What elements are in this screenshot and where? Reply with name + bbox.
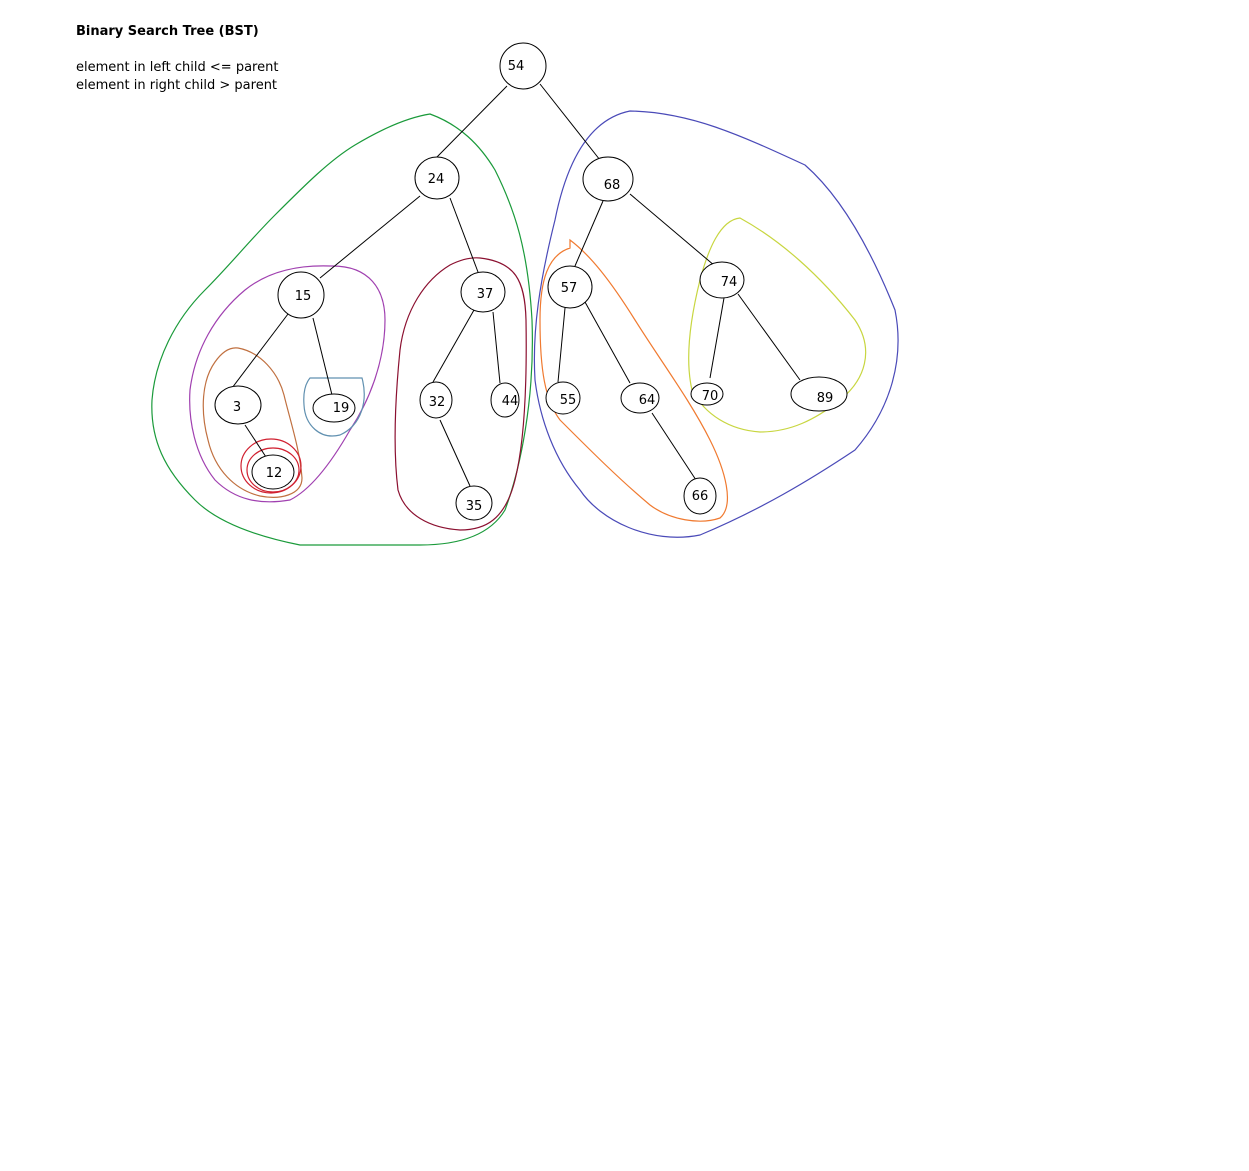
node-label-32: 32: [429, 395, 446, 410]
node-label-55: 55: [560, 393, 577, 408]
edge-68-74: [629, 193, 716, 267]
rule-left-child: element in left child <= parent: [76, 60, 279, 75]
node-37: [460, 271, 506, 313]
node-15: [277, 271, 325, 319]
node-label-19: 19: [333, 401, 350, 416]
node-12: [251, 454, 295, 490]
node-label-89: 89: [817, 391, 834, 406]
node-label-37: 37: [477, 287, 494, 302]
diagram-title: Binary Search Tree (BST): [76, 24, 259, 39]
node-label-68: 68: [604, 178, 621, 193]
node-57: [547, 265, 593, 309]
edge-57-64: [584, 301, 631, 384]
node-32: [419, 381, 453, 419]
node-label-74: 74: [721, 275, 738, 290]
node-label-3: 3: [233, 400, 241, 415]
node12-outline-inner: [246, 447, 300, 493]
edge-32-35: [439, 419, 471, 487]
left-subtree-outline: [151, 113, 533, 546]
node-70: [690, 382, 724, 406]
node-44: [490, 382, 520, 418]
node-label-64: 64: [639, 393, 656, 408]
right-subtree-outline: [533, 110, 899, 538]
node19-outline: [303, 377, 365, 437]
edge-54-24: [435, 85, 508, 159]
edge-24-15: [319, 195, 421, 279]
edge-74-89: [737, 293, 801, 381]
node-89: [790, 376, 848, 412]
node-66: [683, 477, 717, 515]
node-label-44: 44: [502, 394, 519, 409]
node-54: [499, 42, 547, 90]
edge-15-3: [231, 313, 289, 389]
node-19: [312, 393, 356, 423]
node12-outline: [240, 438, 302, 494]
node-64: [620, 382, 660, 414]
rule-right-child: element in right child > parent: [76, 78, 278, 93]
edge-15-19: [312, 317, 333, 396]
edge-74-70: [709, 297, 725, 379]
edge-64-66: [651, 412, 697, 481]
node-74: [699, 261, 745, 299]
node-label-66: 66: [692, 489, 709, 504]
node-label-57: 57: [561, 281, 578, 296]
edge-57-55: [557, 307, 566, 383]
edge-68-57: [574, 200, 604, 267]
edge-3-12: [244, 424, 267, 458]
node-3: [214, 385, 262, 425]
edge-54-68: [539, 83, 601, 161]
node-35: [455, 485, 493, 521]
node37-subtree-outline: [394, 257, 527, 531]
edge-37-32: [432, 309, 475, 383]
tree-edges: [231, 83, 801, 487]
node-68: [582, 156, 634, 202]
edge-24-37: [449, 197, 479, 273]
node-55: [545, 381, 581, 415]
node57-subtree-outline: [539, 238, 728, 522]
node-label-35: 35: [466, 499, 483, 514]
node3-subtree-outline: [202, 347, 303, 498]
node-24: [414, 156, 460, 200]
edge-37-44: [492, 311, 501, 384]
node-label-12: 12: [266, 466, 283, 481]
node-label-15: 15: [295, 289, 312, 304]
node-label-54: 54: [508, 59, 525, 74]
node15-subtree-outline: [189, 265, 386, 503]
node-label-24: 24: [428, 172, 445, 187]
node-label-70: 70: [702, 389, 719, 404]
